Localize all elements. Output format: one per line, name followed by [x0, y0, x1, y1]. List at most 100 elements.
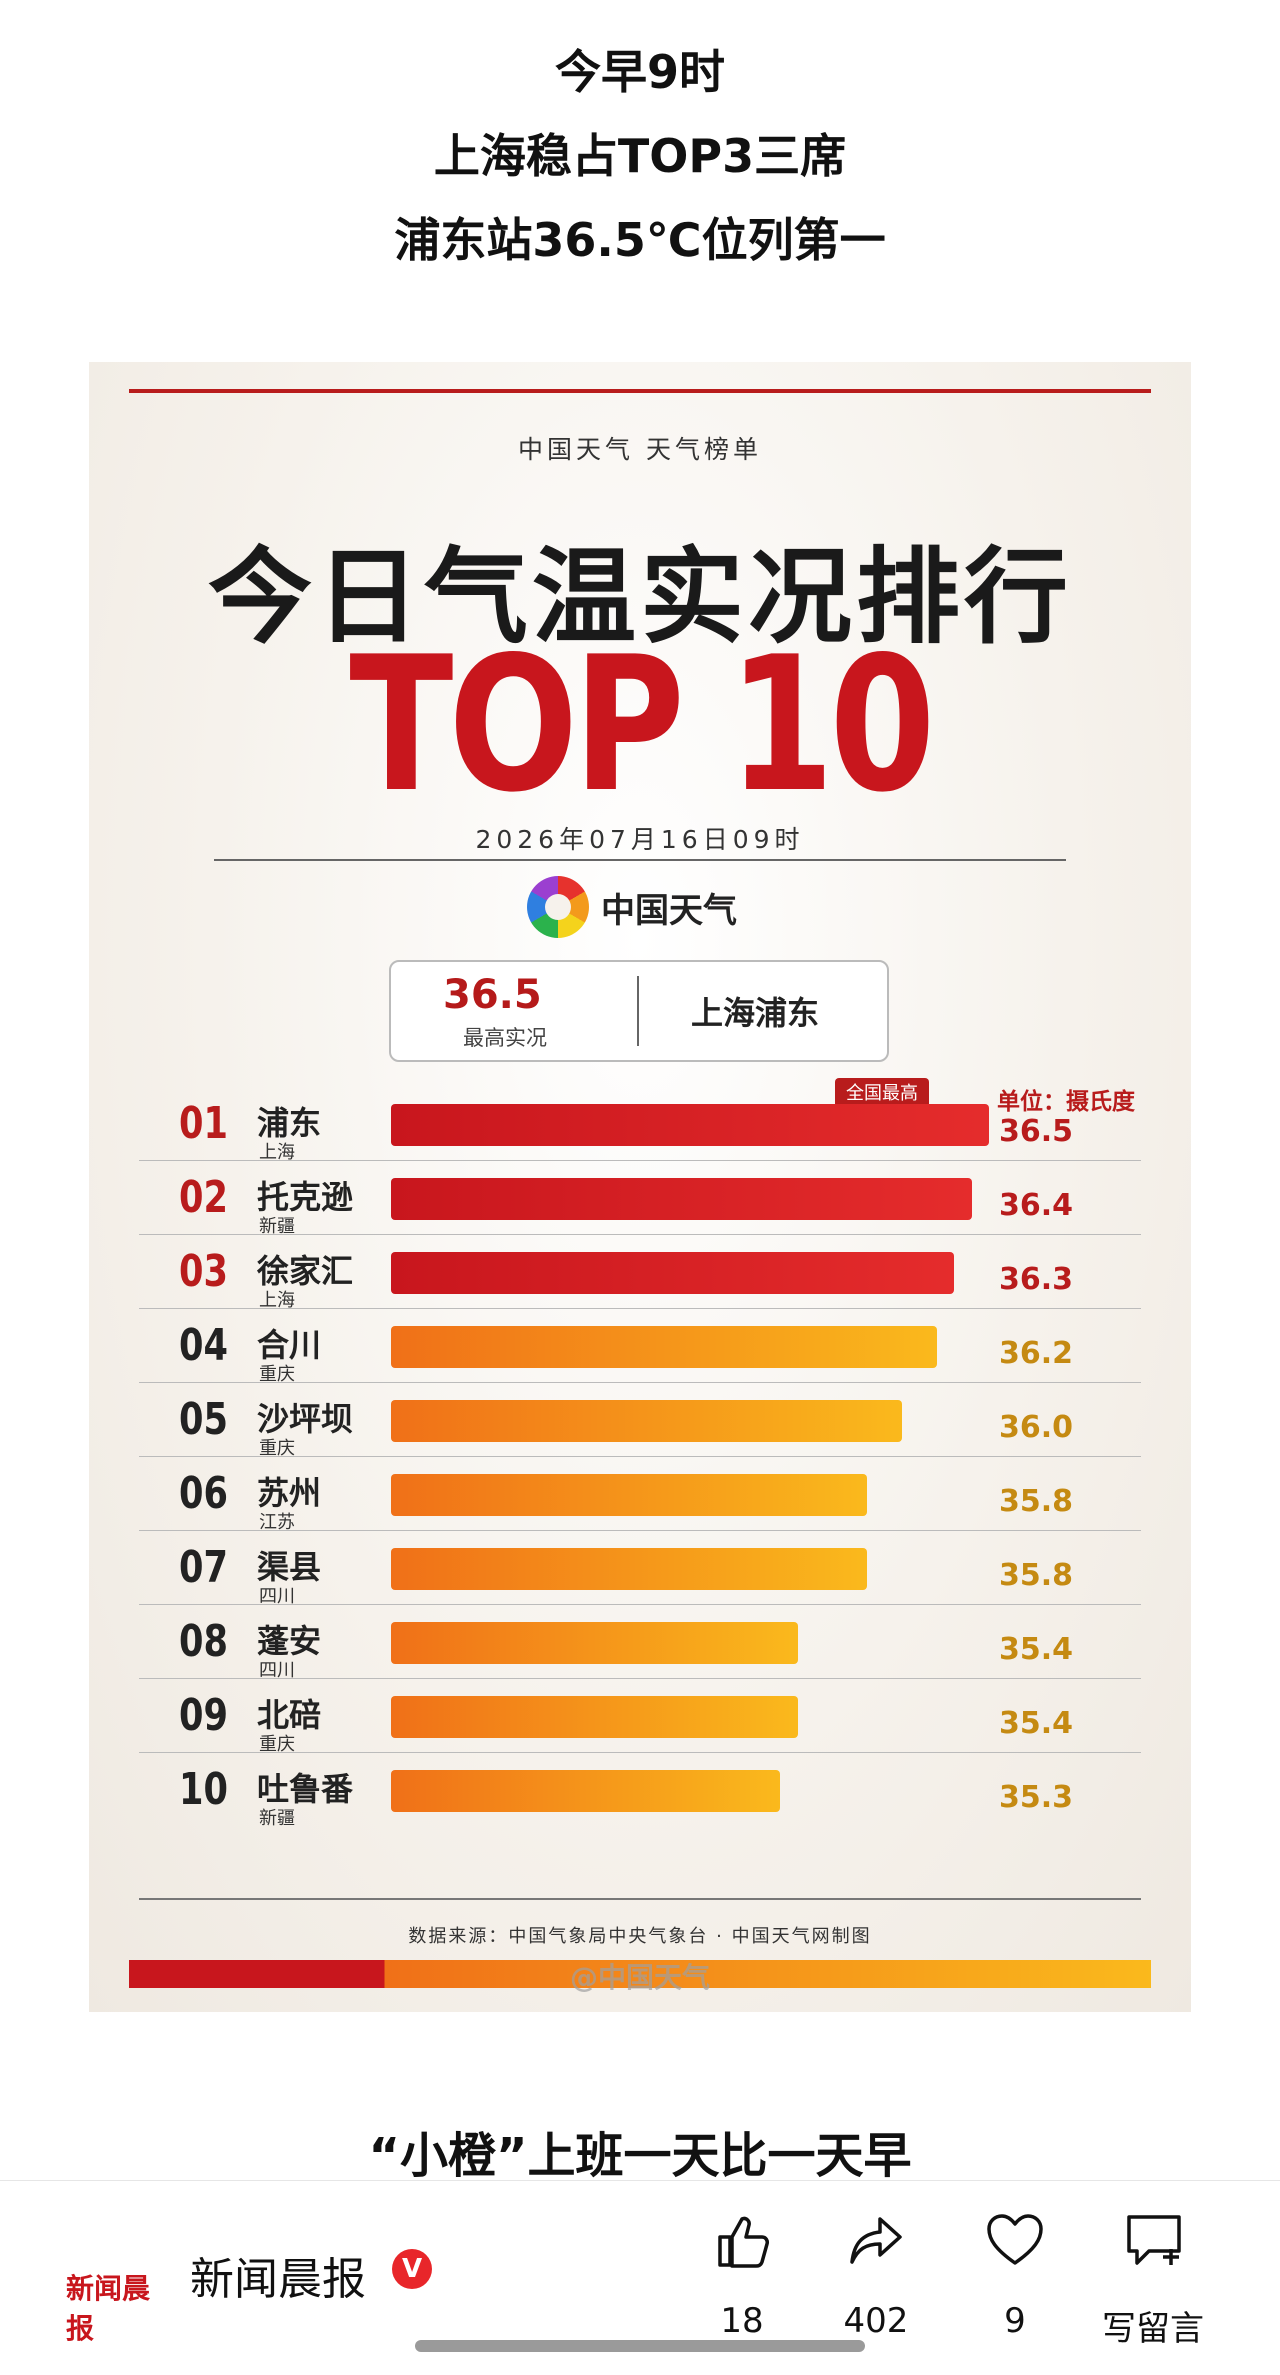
rank-city: 合川	[257, 1326, 322, 1364]
rank-city: 渠县	[257, 1548, 322, 1586]
row-divider	[139, 1456, 1141, 1457]
favorite-button[interactable]: 9	[950, 2211, 1080, 2361]
rank-value: 36.3	[999, 1262, 1074, 1297]
rank-row: 02 托克逊 新疆 36.4	[139, 1166, 1141, 1240]
poster-footer-bar	[129, 1960, 1151, 1988]
rank-value: 36.5	[999, 1114, 1074, 1149]
headline-3: 浦东站36.5℃位列第一	[394, 213, 886, 267]
rank-number: 08	[179, 1616, 228, 1667]
rank-row: 04 合川 重庆 36.2	[139, 1314, 1141, 1388]
brand-name: 中国天气	[601, 890, 737, 931]
rank-number: 09	[179, 1690, 228, 1741]
row-divider	[139, 1752, 1141, 1753]
rank-bar	[391, 1326, 937, 1368]
publisher-logo-text: 新闻晨报	[66, 2272, 151, 2345]
rank-value: 35.4	[999, 1706, 1074, 1741]
rank-bar	[391, 1548, 867, 1590]
like-count: 18	[720, 2301, 764, 2341]
rank-province: 上海	[259, 1290, 295, 1311]
poster-caption: 中国天气 天气榜单	[518, 435, 762, 464]
highlight-divider	[637, 976, 639, 1046]
rank-province: 重庆	[259, 1438, 295, 1459]
headline-2: 上海稳占TOP3三席	[433, 129, 847, 183]
rank-number: 01	[179, 1098, 228, 1149]
rank-bar	[391, 1104, 989, 1146]
row-divider	[139, 1678, 1141, 1679]
rank-city: 徐家汇	[257, 1252, 354, 1290]
row-divider	[139, 1160, 1141, 1161]
date-divider	[214, 859, 1066, 861]
rank-city: 吐鲁番	[257, 1770, 354, 1808]
rank-city: 托克逊	[257, 1178, 354, 1216]
rank-bar	[391, 1252, 954, 1294]
share-button[interactable]: 402	[811, 2211, 941, 2361]
rank-province: 新疆	[259, 1808, 295, 1829]
rank-province: 新疆	[259, 1216, 295, 1237]
rank-row: 08 蓬安 四川 35.4	[139, 1610, 1141, 1684]
rank-row: 10 吐鲁番 新疆 35.3	[139, 1758, 1141, 1832]
rank-value: 35.4	[999, 1632, 1074, 1667]
highlight-box: 36.5 最高实况 上海浦东	[389, 960, 889, 1062]
rank-city: 蓬安	[257, 1622, 322, 1660]
thumbs-up-icon	[718, 2216, 769, 2268]
rank-row: 07 渠县 四川 35.8	[139, 1536, 1141, 1610]
rank-bar	[391, 1622, 798, 1664]
poster-date: 2026年07月16日09时	[475, 825, 805, 854]
highlight-value: 36.5	[443, 972, 542, 1018]
publisher-name[interactable]: 新闻晨报	[190, 2254, 366, 2305]
comment-icon	[1127, 2215, 1181, 2265]
rank-row: 03 徐家汇 上海 36.3	[139, 1240, 1141, 1314]
rank-value: 36.0	[999, 1410, 1074, 1445]
poster-bottom-rule	[139, 1898, 1141, 1900]
rank-city: 浦东	[257, 1104, 322, 1142]
rank-city: 北碚	[257, 1696, 322, 1734]
highlight-label: 最高实况	[463, 1026, 547, 1050]
weibo-watermark: @中国天气	[569, 1961, 710, 1994]
row-divider	[139, 1308, 1141, 1309]
share-icon	[850, 2217, 902, 2264]
china-weather-logo-icon	[527, 876, 589, 938]
poster-source: 数据来源：中国气象局中央气象台 · 中国天气网制图	[408, 1926, 872, 1947]
rank-bar	[391, 1474, 867, 1516]
rank-province: 上海	[259, 1142, 295, 1163]
rank-value: 35.8	[999, 1484, 1074, 1519]
rank-number: 05	[179, 1394, 228, 1445]
rank-row: 09 北碚 重庆 35.4	[139, 1684, 1141, 1758]
poster-top-rule	[129, 389, 1151, 393]
row-divider	[139, 1382, 1141, 1383]
rank-bar	[391, 1178, 972, 1220]
favorite-count: 9	[1004, 2301, 1026, 2341]
headline-1: 今早9时	[554, 45, 725, 99]
rank-province: 江苏	[259, 1512, 295, 1533]
verified-badge-icon: V	[392, 2249, 432, 2289]
rank-row: 05 沙坪坝 重庆 36.0	[139, 1388, 1141, 1462]
comment-label: 写留言	[1102, 2309, 1204, 2349]
publisher-logo[interactable]: 新闻晨报	[66, 2233, 158, 2345]
rank-value: 36.4	[999, 1188, 1074, 1223]
comment-button[interactable]: 写留言	[1088, 2211, 1218, 2361]
rank-value: 35.3	[999, 1780, 1074, 1815]
rank-row: 06 苏州 江苏 35.8	[139, 1462, 1141, 1536]
rank-number: 03	[179, 1246, 228, 1297]
highlight-place: 上海浦东	[691, 994, 820, 1032]
rank-province: 四川	[259, 1660, 295, 1681]
heart-icon	[987, 2214, 1043, 2265]
rank-number: 06	[179, 1468, 228, 1519]
like-button[interactable]: 18	[677, 2211, 807, 2361]
rank-value: 35.8	[999, 1558, 1074, 1593]
rank-number: 07	[179, 1542, 228, 1593]
home-indicator[interactable]	[415, 2340, 865, 2352]
brand: 中国天气	[527, 872, 737, 942]
row-divider	[139, 1530, 1141, 1531]
rank-number: 04	[179, 1320, 228, 1371]
rank-province: 四川	[259, 1586, 295, 1607]
rank-province: 重庆	[259, 1364, 295, 1385]
rank-bar	[391, 1400, 902, 1442]
rank-city: 沙坪坝	[257, 1400, 354, 1438]
rank-number: 02	[179, 1172, 228, 1223]
poster-title: 今日气温实况排行	[207, 536, 1072, 658]
ranking-poster[interactable]: 中国天气 天气榜单 今日气温实况排行 TOP 10 2026年07月16日09时…	[89, 362, 1191, 2012]
unit-label: 单位：摄氏度	[997, 1089, 1135, 1115]
rank-city: 苏州	[257, 1474, 322, 1512]
rank-value: 36.2	[999, 1336, 1074, 1371]
